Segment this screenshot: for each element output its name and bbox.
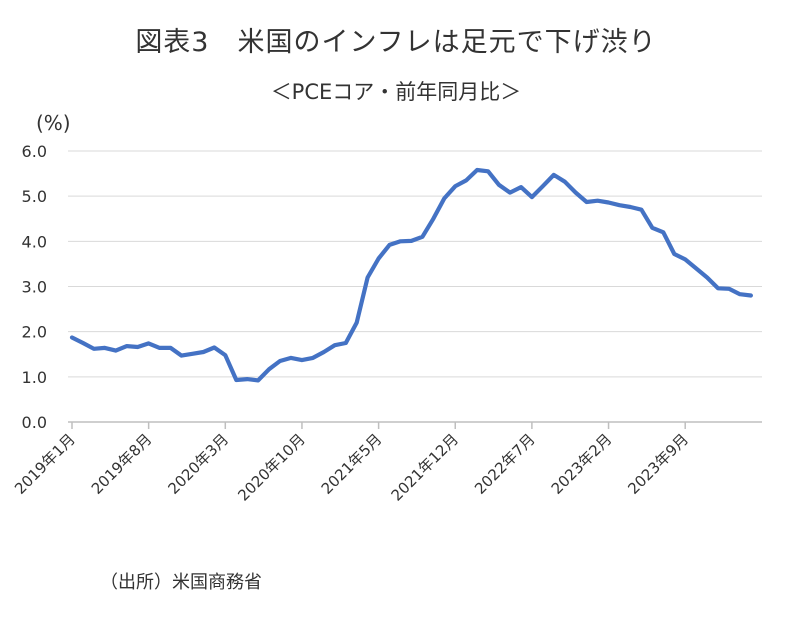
x-tick-label: 2022年7月: [471, 430, 539, 498]
x-tick-label: 2021年5月: [318, 430, 386, 498]
y-tick-label: 0.0: [22, 413, 47, 432]
y-axis-unit: (%): [36, 111, 71, 135]
x-tick-label: 2023年9月: [624, 430, 692, 498]
y-tick-label: 6.0: [22, 142, 47, 161]
y-tick-label: 4.0: [22, 232, 47, 251]
x-tick-label: 2020年10月: [234, 430, 308, 504]
y-tick-label: 5.0: [22, 187, 47, 206]
x-tick-label: 2023年2月: [548, 430, 616, 498]
series-line: [69, 167, 754, 383]
x-tick-label: 2019年8月: [88, 430, 156, 498]
x-tick-label: 2021年12月: [388, 430, 462, 504]
x-tick-label: 2020年3月: [164, 430, 232, 498]
chart-title: 図表3 米国のインフレは足元で下げ渋り: [135, 27, 657, 58]
chart-subtitle: ＜PCEコア・前年同月比＞: [270, 80, 522, 104]
x-tick-label: 2019年1月: [11, 430, 79, 498]
y-axis-ticks: 0.0 1.0 2.0 3.0 4.0 5.0 6.0: [22, 142, 47, 432]
y-tick-label: 1.0: [22, 368, 47, 387]
y-tick-label: 2.0: [22, 323, 47, 342]
x-axis-ticks: 2019年1月 2019年8月 2020年3月 2020年10月 2021年5月 2021…: [11, 422, 692, 505]
source-note: （出所）米国商務省: [100, 572, 262, 593]
gridlines: [68, 150, 762, 378]
y-tick-label: 3.0: [22, 278, 47, 297]
series-group: [69, 167, 754, 383]
